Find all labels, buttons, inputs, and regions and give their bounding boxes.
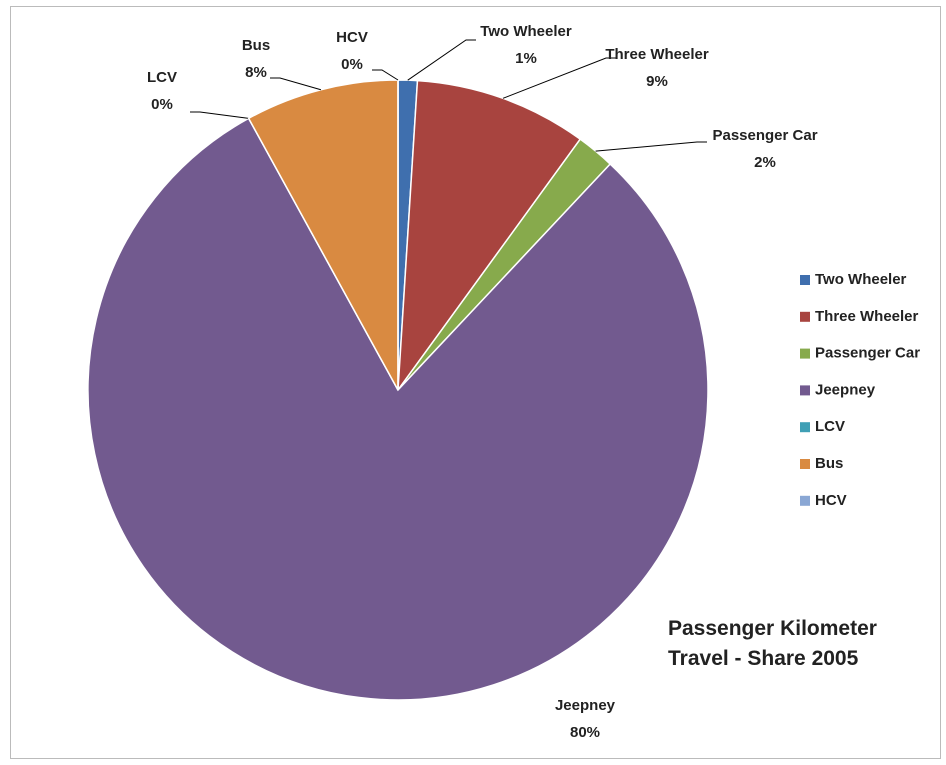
legend-swatch xyxy=(800,385,810,396)
data-label: 2% xyxy=(754,154,776,171)
leader-line xyxy=(595,141,707,152)
data-label: 80% xyxy=(570,724,600,741)
leader-line xyxy=(502,57,616,99)
pie-slice xyxy=(247,79,399,391)
legend-label: Jeepney xyxy=(815,381,876,398)
legend-label: HCV xyxy=(815,492,847,509)
data-label-name: HCV xyxy=(336,29,368,46)
leader-line xyxy=(372,69,399,81)
leader-line xyxy=(407,39,476,81)
data-label-name: Jeepney xyxy=(555,697,616,714)
data-label: 0% xyxy=(151,96,173,113)
legend-swatch xyxy=(800,495,810,506)
legend-label: LCV xyxy=(815,418,845,435)
data-label: 9% xyxy=(646,73,668,90)
data-label-name: LCV xyxy=(147,69,177,86)
chart-title: Passenger Kilometer Travel - Share 2005 xyxy=(668,617,877,670)
frame xyxy=(10,6,941,759)
legend-swatch xyxy=(800,348,810,359)
legend-swatch xyxy=(800,275,810,285)
data-label: 0% xyxy=(341,56,363,73)
pie-slice xyxy=(87,117,709,701)
leader-line xyxy=(270,77,322,91)
legend-label: Bus xyxy=(815,455,843,472)
legend-label: Two Wheeler xyxy=(815,271,907,288)
data-label-name: Two Wheeler xyxy=(480,23,572,40)
legend-swatch xyxy=(800,422,810,433)
data-label: 1% xyxy=(515,50,537,67)
leader-line xyxy=(190,111,249,119)
legend-label: Passenger Car xyxy=(815,345,920,362)
pie-slice xyxy=(397,79,582,393)
data-label-name: Bus xyxy=(242,37,270,54)
data-label-name: Three Wheeler xyxy=(605,46,709,63)
data-label: 8% xyxy=(245,64,267,81)
data-label-name: Passenger Car xyxy=(712,127,817,144)
legend-label: Three Wheeler xyxy=(815,308,919,325)
legend-swatch xyxy=(800,311,810,322)
legend-swatch xyxy=(800,459,810,469)
